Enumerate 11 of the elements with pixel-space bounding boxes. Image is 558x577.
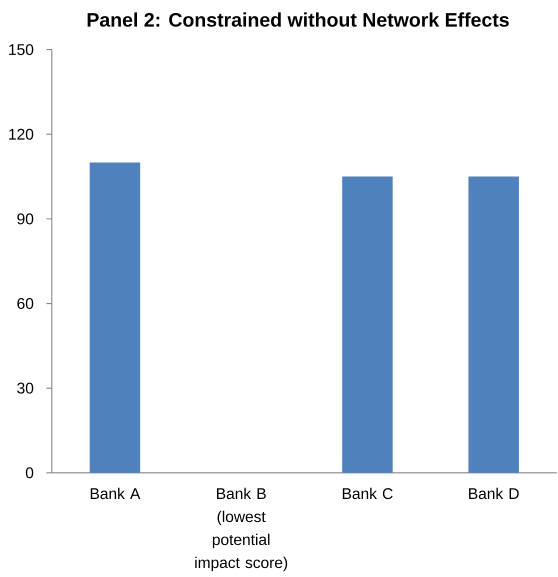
y-tick-label: 30 <box>17 382 34 394</box>
y-tick-label: 90 <box>17 213 34 224</box>
y-tick-label: 60 <box>17 298 34 310</box>
x-tick-label: Bank B (lowest potential impact score) <box>195 488 288 572</box>
y-tick-label: 0 <box>26 467 34 478</box>
x-tick-label: Bank A <box>90 488 140 500</box>
y-tick-label: 120 <box>9 128 34 140</box>
y-tick-label: 150 <box>9 44 34 56</box>
chart-title: Panel 2: Constrained without Network Effects <box>88 12 509 27</box>
x-tick-label: Bank C <box>342 488 393 500</box>
x-tick-label: Bank D <box>469 488 519 500</box>
